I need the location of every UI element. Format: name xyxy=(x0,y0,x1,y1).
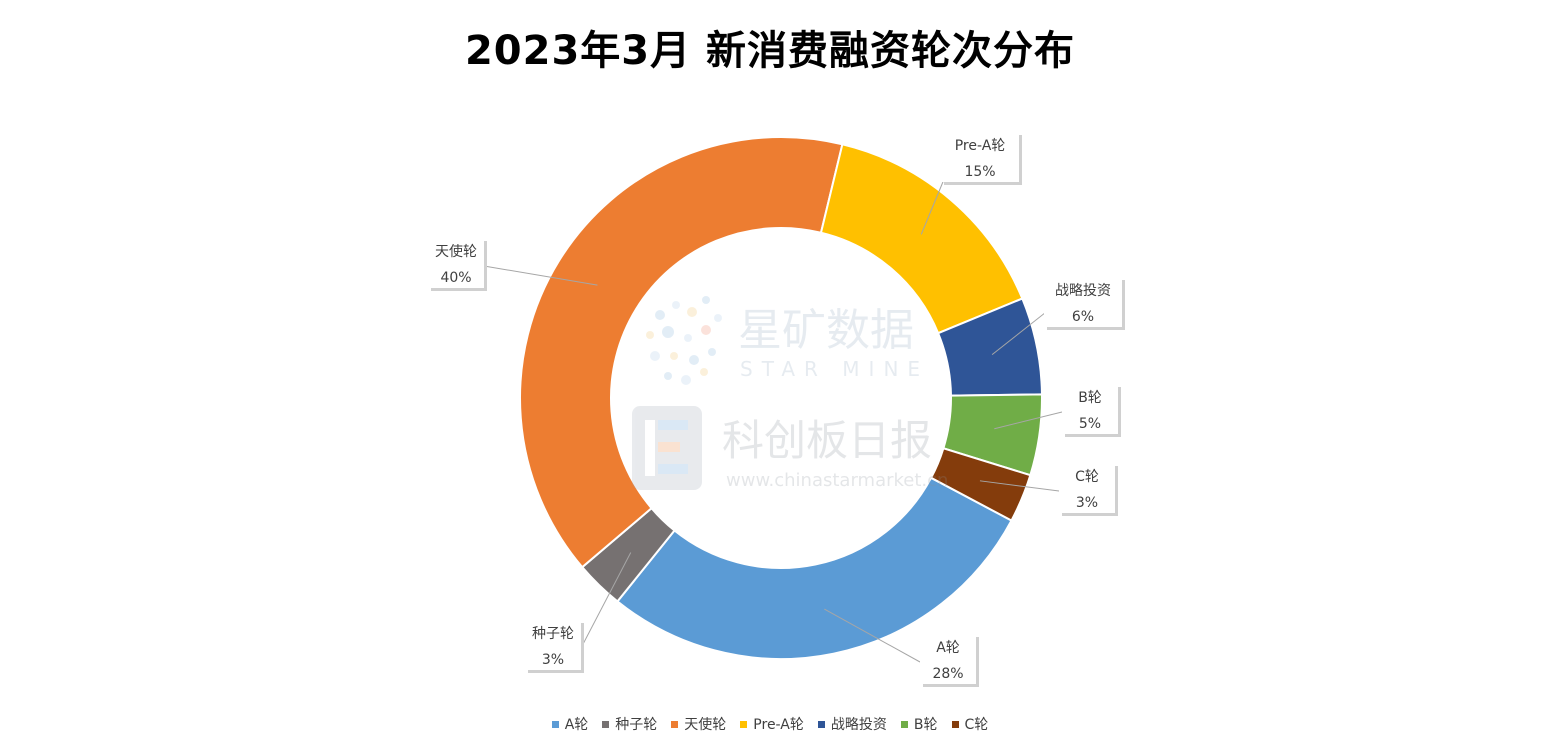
leader-line-angel-round xyxy=(483,265,598,286)
label-category: B轮 xyxy=(1078,390,1102,406)
label-box xyxy=(1044,277,1122,327)
label-value: 28% xyxy=(932,666,963,682)
slice-c-round[interactable] xyxy=(929,447,1032,522)
chart-title: 2023年3月 新消费融资轮次分布 xyxy=(464,28,1076,74)
legend-label: C轮 xyxy=(964,717,989,733)
label-category: 种子轮 xyxy=(532,626,574,642)
label-category: A轮 xyxy=(936,640,960,656)
legend-swatch xyxy=(671,720,679,728)
data-label-a-round: A轮 28% xyxy=(920,634,979,687)
legend-swatch xyxy=(602,720,610,728)
label-category: 天使轮 xyxy=(435,243,477,260)
donut-slices xyxy=(519,136,1043,660)
watermark-brand2-cn: 科创板日报 xyxy=(722,416,932,465)
leader-line-a-round xyxy=(824,608,921,663)
label-value: 3% xyxy=(542,652,564,668)
label-category: Pre-A轮 xyxy=(955,138,1006,154)
legend-label: 种子轮 xyxy=(615,717,658,733)
data-label-b-round: B轮 5% xyxy=(1062,384,1121,437)
legend-label: Pre-A轮 xyxy=(753,717,804,733)
label-category: 战略投资 xyxy=(1055,283,1111,299)
slice-angel-round[interactable] xyxy=(519,136,844,569)
legend-item-c-round[interactable]: C轮 xyxy=(951,714,989,734)
data-label-seed-round: 种子轮 3% xyxy=(525,620,584,673)
legend-swatch xyxy=(551,720,559,728)
leader-line-c-round xyxy=(979,480,1060,492)
label-value: 40% xyxy=(440,270,471,286)
legend-item-angel-round[interactable]: 天使轮 xyxy=(671,714,726,734)
label-value: 6% xyxy=(1072,309,1094,325)
label-value: 3% xyxy=(1076,495,1098,511)
data-labels: A轮 28% 种子轮 3% 天使轮 40% Pre-A轮 15% 战略投资 6% B轮 5% C轮 3% xyxy=(428,132,1125,687)
legend-swatch xyxy=(740,720,748,728)
data-label-pre-a-round: Pre-A轮 15% xyxy=(941,132,1022,185)
legend-swatch xyxy=(900,720,908,728)
label-box xyxy=(941,132,1019,182)
legend-item-strategic[interactable]: 战略投资 xyxy=(817,714,887,734)
watermark-brand-en: STAR MINE xyxy=(740,357,929,381)
legend-label: 战略投资 xyxy=(830,717,887,733)
kcb-logo-icon xyxy=(632,406,702,490)
label-category: C轮 xyxy=(1075,469,1099,485)
legend-swatch xyxy=(951,720,959,728)
data-label-strategic: 战略投资 6% xyxy=(1044,277,1125,330)
label-value: 5% xyxy=(1079,416,1101,432)
label-box xyxy=(428,238,484,288)
legend-label: B轮 xyxy=(913,717,938,733)
label-box xyxy=(920,634,976,684)
data-label-c-round: C轮 3% xyxy=(1059,463,1118,516)
legend-swatch xyxy=(817,720,825,728)
legend-item-a-round[interactable]: A轮 xyxy=(551,714,589,734)
label-box xyxy=(1059,463,1115,513)
legend-label: A轮 xyxy=(564,717,589,733)
label-value: 15% xyxy=(964,164,995,180)
watermark-brand-cn: 星矿数据 xyxy=(738,305,914,356)
leader-line-seed-round xyxy=(580,552,632,649)
legend-label: 天使轮 xyxy=(684,717,727,733)
legend-item-pre-a-round[interactable]: Pre-A轮 xyxy=(740,714,804,734)
star-mine-logo-icon xyxy=(646,296,722,385)
label-box xyxy=(1062,384,1118,434)
label-box xyxy=(525,620,581,670)
legend: A轮 种子轮 天使轮 Pre-A轮 战略投资 B轮 C轮 xyxy=(0,714,1540,734)
legend-item-b-round[interactable]: B轮 xyxy=(900,714,938,734)
leader-line-b-round xyxy=(994,411,1063,430)
legend-item-seed-round[interactable]: 种子轮 xyxy=(602,714,657,734)
data-label-angel-round: 天使轮 40% xyxy=(428,238,487,291)
watermark: 星矿数据 STAR MINE 科创板日报 www.chinastarmarket… xyxy=(632,296,948,491)
slice-a-round[interactable] xyxy=(616,476,1013,660)
watermark-url: www.chinastarmarket.cn xyxy=(726,470,948,491)
